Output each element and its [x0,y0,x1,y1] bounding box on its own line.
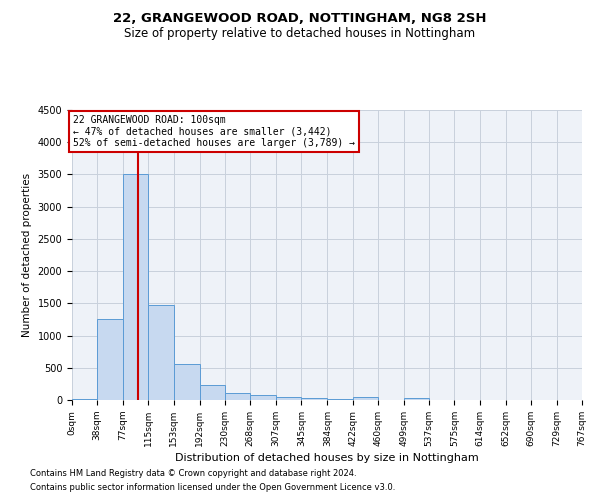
Bar [276,397,301,400]
Text: Contains HM Land Registry data © Crown copyright and database right 2024.: Contains HM Land Registry data © Crown c… [30,468,356,477]
Bar [72,398,97,400]
Text: Contains public sector information licensed under the Open Government Licence v3: Contains public sector information licen… [30,484,395,492]
Bar [353,397,378,400]
Bar [301,398,328,400]
Y-axis label: Number of detached properties: Number of detached properties [22,173,32,337]
X-axis label: Distribution of detached houses by size in Nottingham: Distribution of detached houses by size … [175,453,479,463]
Text: 22 GRANGEWOOD ROAD: 100sqm
← 47% of detached houses are smaller (3,442)
52% of s: 22 GRANGEWOOD ROAD: 100sqm ← 47% of deta… [73,115,355,148]
Bar [404,398,429,400]
Bar [250,395,276,400]
Bar [97,320,123,400]
Bar [123,174,148,400]
Bar [328,398,353,400]
Text: Size of property relative to detached houses in Nottingham: Size of property relative to detached ho… [124,28,476,40]
Bar [225,393,250,400]
Text: 22, GRANGEWOOD ROAD, NOTTINGHAM, NG8 2SH: 22, GRANGEWOOD ROAD, NOTTINGHAM, NG8 2SH [113,12,487,26]
Bar [200,385,225,400]
Bar [174,364,200,400]
Bar [148,304,174,400]
